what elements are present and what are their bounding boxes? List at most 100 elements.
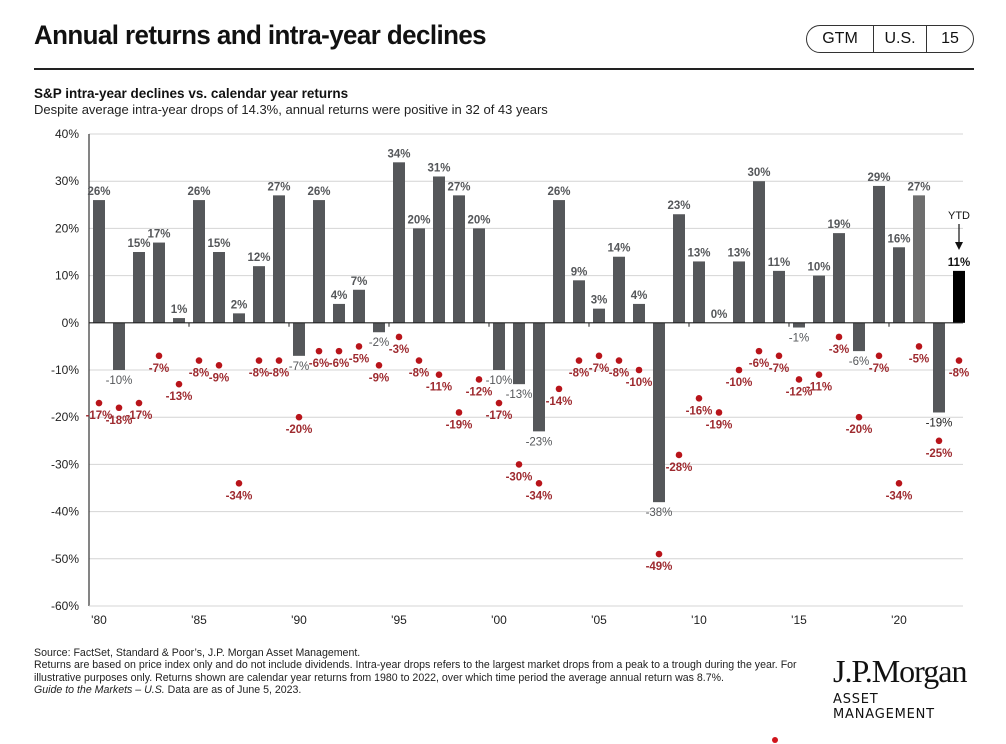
decline-label: -34% <box>526 490 553 502</box>
data-labels: 26%-10%15%17%1%26%15%2%12%27%-7%26%4%7%-… <box>86 148 971 573</box>
return-bar <box>593 308 605 323</box>
return-label: 20% <box>407 214 430 226</box>
x-tick-label: '20 <box>891 613 907 627</box>
y-tick-label: -20% <box>51 410 79 424</box>
y-tick-label: -50% <box>51 552 79 566</box>
return-label: 27% <box>267 181 290 193</box>
return-label: 14% <box>607 243 630 255</box>
decline-label: -8% <box>949 368 969 380</box>
decline-label: -14% <box>546 396 573 408</box>
decline-label: -25% <box>926 448 953 460</box>
decline-dot <box>335 347 343 355</box>
decline-dot <box>675 451 683 459</box>
ytd-arrow-head-icon <box>955 242 963 250</box>
return-label: -1% <box>789 333 809 345</box>
return-label: -13% <box>506 389 533 401</box>
decorative-red-dot <box>772 737 778 743</box>
decline-label: -7% <box>869 363 889 375</box>
decline-dot <box>595 352 603 360</box>
return-label: 17% <box>147 229 170 241</box>
logo-wordmark: J.P.Morgan <box>833 653 967 689</box>
return-label: 27% <box>907 181 930 193</box>
return-label: 13% <box>727 247 750 259</box>
decline-label: -8% <box>189 368 209 380</box>
decline-label: -7% <box>589 363 609 375</box>
decline-label: -10% <box>626 377 653 389</box>
decline-label: -8% <box>269 368 289 380</box>
ytd-annotation-label: YTD <box>948 210 970 222</box>
return-label: -10% <box>106 375 133 387</box>
y-tick-label: -40% <box>51 505 79 519</box>
decline-label: -13% <box>166 391 193 403</box>
decline-dot <box>815 371 823 379</box>
return-bar <box>213 252 225 323</box>
return-label: 26% <box>547 186 570 198</box>
return-bar <box>353 289 365 323</box>
decline-label: -11% <box>806 382 832 394</box>
return-bar <box>933 322 945 413</box>
x-tick-label: '80 <box>91 613 107 627</box>
return-bar <box>93 200 105 323</box>
decline-dot <box>795 376 803 383</box>
decline-dot <box>935 437 943 445</box>
return-label: -10% <box>486 375 513 387</box>
return-label: 20% <box>467 214 490 226</box>
decline-label: -8% <box>609 368 629 380</box>
decline-label: -3% <box>389 344 409 356</box>
decline-dot <box>395 333 403 341</box>
badge-page-number: 15 <box>941 30 959 47</box>
return-label: 31% <box>427 162 450 174</box>
return-bar <box>153 242 165 323</box>
return-label: 10% <box>807 262 830 274</box>
return-bar <box>293 322 305 356</box>
x-tick-label: '90 <box>291 613 307 627</box>
decline-dot <box>855 413 863 421</box>
decline-dot <box>215 361 223 369</box>
return-bar <box>253 266 265 323</box>
decline-label: -5% <box>909 353 929 365</box>
return-label: 30% <box>747 167 770 179</box>
chart-title: S&P intra-year declines vs. calendar yea… <box>34 86 349 101</box>
return-label: 0% <box>711 309 728 321</box>
decline-dot <box>875 352 883 360</box>
y-tick-label: -60% <box>51 599 79 613</box>
y-tick-label: -30% <box>51 457 79 471</box>
decline-label: -11% <box>426 382 452 394</box>
x-axis-ticks: '80 '85 '90 '95 '00 '05 '10 '15 '20 <box>91 322 907 627</box>
decline-dot <box>435 371 443 379</box>
decline-label: -8% <box>249 368 269 380</box>
source-note: Source: FactSet, Standard & Poor’s, J.P.… <box>34 647 361 659</box>
return-bar <box>413 228 425 323</box>
decline-dot <box>535 479 543 487</box>
return-label: -38% <box>646 507 673 519</box>
return-bar <box>913 195 925 323</box>
decline-label: -5% <box>349 353 369 365</box>
return-bar <box>533 322 545 432</box>
decline-label: -19% <box>706 419 733 431</box>
decline-label: -19% <box>446 419 473 431</box>
x-tick-label: '10 <box>691 613 707 627</box>
decline-dot <box>235 479 243 487</box>
decline-label: -9% <box>369 372 389 384</box>
decline-dot <box>175 380 183 388</box>
return-bar <box>133 252 145 323</box>
return-bar <box>693 261 705 323</box>
decline-label: -34% <box>886 490 913 502</box>
return-label: 15% <box>127 238 150 250</box>
data-asof-note: Guide to the Markets – U.S. Data are as … <box>34 684 804 696</box>
return-label: 1% <box>171 304 188 316</box>
annotations: YTD <box>948 210 970 250</box>
return-bar <box>773 270 785 323</box>
return-bar <box>453 195 465 323</box>
return-bar <box>493 322 505 370</box>
decline-dot <box>495 399 503 407</box>
guide-title: Guide to the Markets – U.S. <box>34 684 165 697</box>
logo-subtitle: ASSET MANAGEMENT <box>833 692 935 722</box>
return-bar <box>753 181 765 323</box>
decline-label: -17% <box>126 410 153 422</box>
decline-dot <box>615 357 623 364</box>
return-bar <box>733 261 745 323</box>
methodology-note: Returns are based on price index only an… <box>34 659 797 684</box>
return-label: 11% <box>948 257 970 269</box>
return-bar <box>173 318 185 323</box>
